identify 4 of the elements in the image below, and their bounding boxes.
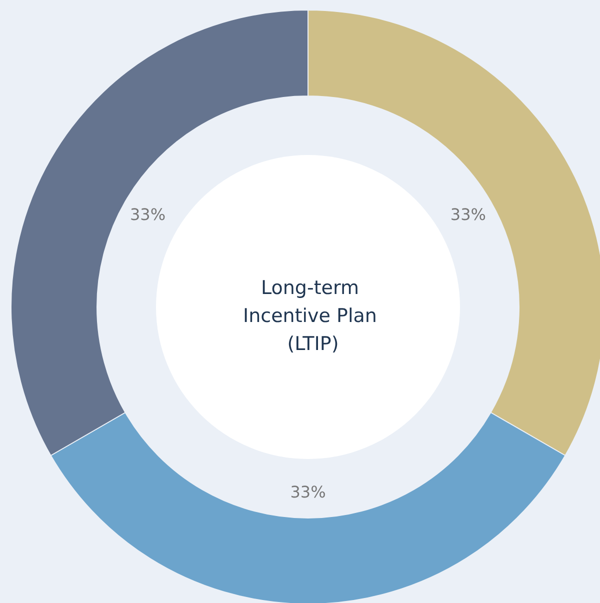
data-label: 33% [290, 482, 326, 502]
data-label: 33% [450, 205, 486, 224]
text: Long-term Incentive Plan (LTIP) [243, 277, 383, 355]
data-label: 33% [130, 205, 166, 224]
